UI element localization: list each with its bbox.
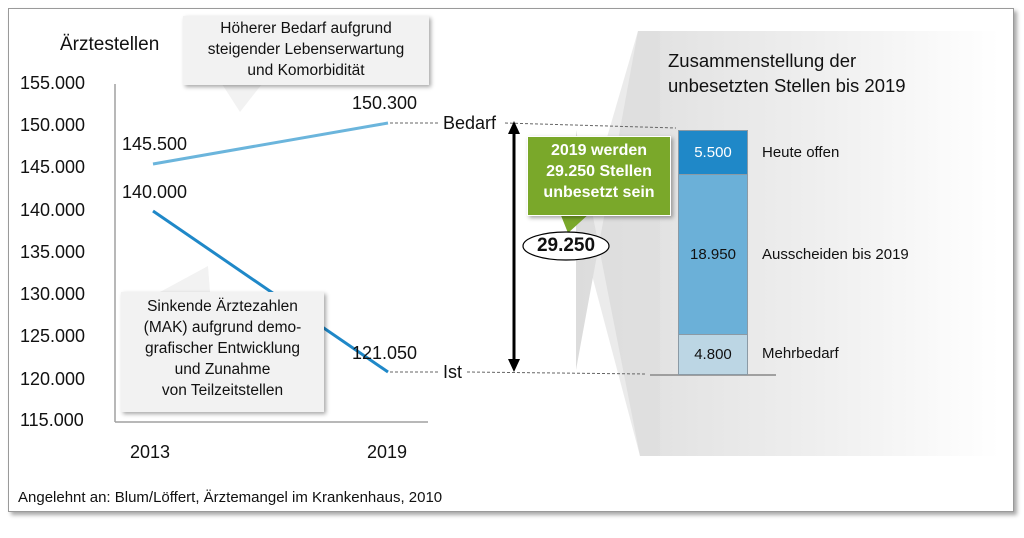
- y-tick: 115.000: [20, 410, 84, 430]
- x-tick: 2019: [367, 442, 408, 462]
- callout-line: 2019 werden: [550, 142, 648, 159]
- y-tick: 130.000: [20, 284, 86, 304]
- y-axis-title: Ärztestellen: [60, 34, 160, 55]
- ist-2013-label: 140.000: [122, 182, 188, 202]
- callout-line: Höherer Bedarf aufgrund: [220, 20, 392, 37]
- ist-marker: Ist: [443, 362, 463, 382]
- panel-title-line: unbesetzten Stellen bis 2019: [668, 75, 906, 96]
- bedarf-2013-label: 145.500: [122, 134, 188, 154]
- segment-label: Mehrbedarf: [762, 345, 839, 362]
- callout-line: von Teilzeitstellen: [161, 382, 284, 399]
- panel-title-line: Zusammenstellung der: [668, 50, 857, 71]
- panel-title: Zusammenstellung der unbesetzten Stellen…: [668, 48, 906, 98]
- segment-ausscheiden: 18.950: [678, 174, 748, 335]
- callout-line: 29.250 Stellen: [546, 163, 652, 180]
- callout-line: und Zunahme: [174, 361, 271, 378]
- callout-line: grafischer Entwicklung: [144, 340, 301, 357]
- callout-declining-doctors: Sinkende Ärztezahlen (MAK) aufgrund demo…: [121, 292, 324, 412]
- bedarf-line: [152, 121, 389, 166]
- x-tick: 2013: [130, 442, 171, 462]
- ist-2019-label: 121.050: [352, 343, 418, 363]
- gap-ellipse: [522, 231, 610, 261]
- y-tick: 155.000: [20, 73, 86, 93]
- segment-label: Ausscheiden bis 2019: [762, 246, 909, 263]
- ist-line: [152, 209, 389, 374]
- segment-mehrbedarf: 4.800: [678, 334, 748, 375]
- y-tick: 140.000: [20, 200, 86, 220]
- bedarf-marker: Bedarf: [443, 113, 497, 133]
- y-tick: 135.000: [20, 242, 86, 262]
- gap-value: 29.250: [536, 235, 596, 256]
- y-tick: 120.000: [20, 369, 86, 389]
- callout-line: (MAK) aufgrund demo-: [143, 319, 302, 336]
- bedarf-2019-label: 150.300: [352, 93, 418, 113]
- callout-line: unbesetzt sein: [543, 184, 655, 201]
- y-tick: 145.000: [20, 157, 86, 177]
- segment-label: Heute offen: [762, 144, 840, 161]
- callout-line: und Komorbidität: [247, 62, 365, 79]
- y-tick: 150.000: [20, 115, 86, 135]
- callout-unfilled-positions: 2019 werden 29.250 Stellen unbesetzt sei…: [527, 136, 671, 216]
- callout-line: Sinkende Ärztezahlen: [147, 298, 298, 315]
- callout-higher-demand: Höherer Bedarf aufgrund steigender Leben…: [183, 16, 429, 85]
- y-tick: 125.000: [20, 326, 86, 346]
- source-note: Angelehnt an: Blum/Löffert, Ärztemangel …: [18, 489, 443, 506]
- segment-heute-offen: 5.500: [678, 130, 748, 175]
- callout-line: steigender Lebenserwartung: [207, 41, 405, 58]
